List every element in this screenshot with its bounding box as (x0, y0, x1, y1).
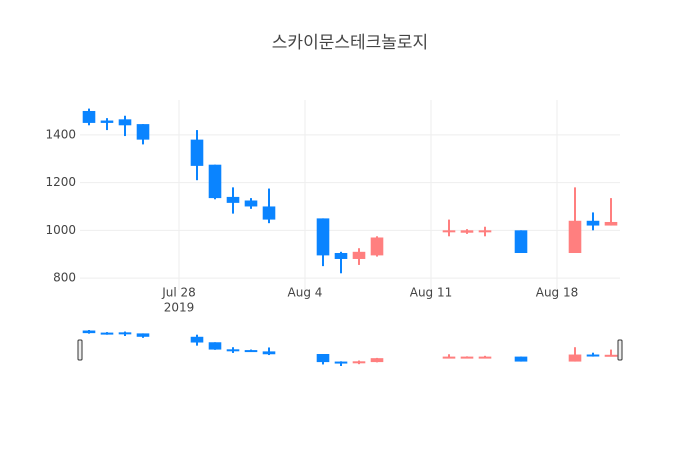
candle-body (100, 120, 114, 123)
candle-body (190, 139, 204, 166)
candle-body-mini (118, 332, 132, 335)
candle-body (136, 124, 150, 140)
rangeslider (80, 328, 620, 368)
y-tick-label: 800 (53, 271, 76, 285)
candle-body (316, 218, 330, 256)
candle-body-mini (586, 354, 600, 357)
y-tick-label: 1000 (45, 223, 76, 237)
candle-body (352, 251, 366, 259)
x-tick-label: Aug 18 (536, 286, 579, 300)
candle-body-mini (316, 354, 330, 363)
candle-body-mini (82, 330, 96, 334)
candle-body-mini (262, 351, 276, 355)
candle-body-mini (244, 350, 258, 353)
candle-body (586, 220, 600, 226)
candle-body-mini (604, 354, 618, 357)
candle-body-mini (442, 356, 456, 359)
candle-body (226, 196, 240, 203)
candle-body-mini (190, 336, 204, 343)
candle-body-mini (478, 356, 492, 359)
candle-body (568, 220, 582, 254)
candle-body-mini (226, 349, 240, 352)
candle-body-mini (136, 333, 150, 337)
candle-body-mini (208, 342, 222, 350)
candle-body (460, 230, 474, 233)
candle-body-mini (514, 356, 528, 362)
y-tick-label: 1400 (45, 127, 76, 141)
candle-body (370, 237, 384, 256)
y-tick-label: 1200 (45, 175, 76, 189)
candle-body (82, 110, 96, 123)
candle-body-mini (370, 358, 384, 363)
x-tick-label: Aug 11 (410, 286, 453, 300)
candle-body (208, 164, 222, 199)
candle-body (478, 230, 492, 233)
candle-body-mini (100, 332, 114, 335)
candle-body (604, 221, 618, 226)
candle-body (244, 200, 258, 207)
candle-body-mini (334, 361, 348, 364)
candle-body (334, 253, 348, 259)
candle-body-mini (460, 356, 474, 359)
candle-body (262, 206, 276, 220)
x-tick-label: Jul 28 (161, 286, 196, 300)
x-tick-label: Aug 4 (288, 286, 323, 300)
rangeslider-handle[interactable] (617, 339, 623, 361)
candle-body (118, 119, 132, 126)
candle-body (514, 230, 528, 254)
candle-body-mini (568, 354, 582, 362)
candle-body (442, 230, 456, 233)
rangeslider-handle[interactable] (77, 339, 83, 361)
candle-body-mini (352, 361, 366, 364)
chart-title: 스카이문스테크놀로지 (272, 33, 428, 53)
x-year-label: 2019 (164, 301, 195, 315)
